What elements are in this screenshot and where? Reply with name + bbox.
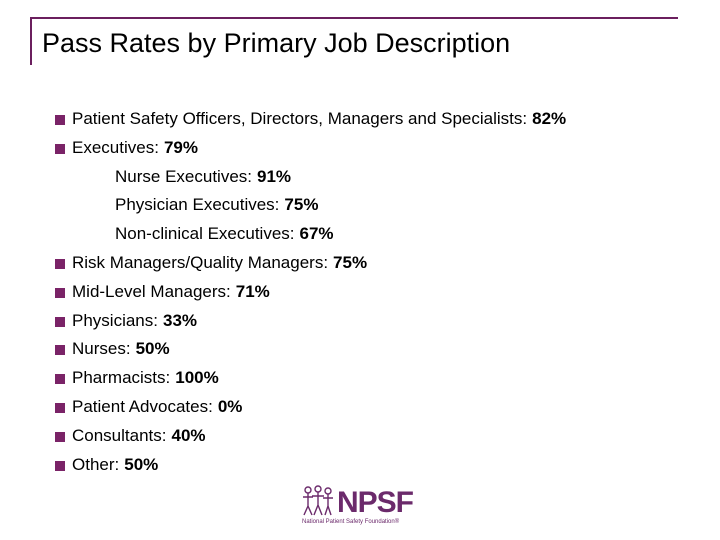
bullet	[55, 115, 65, 125]
item-label: Consultants:	[72, 425, 167, 445]
bullet	[55, 316, 65, 327]
bullet	[55, 345, 65, 356]
item-text: Pharmacists: 100%	[72, 364, 219, 393]
bullet-list: Patient Safety Officers, Directors, Mana…	[0, 105, 720, 479]
item-value: 79%	[163, 137, 198, 157]
list-item: Physicians: 33%	[0, 307, 720, 336]
item-label: Patient Safety Officers, Directors, Mana…	[72, 109, 528, 128]
top-rule	[30, 17, 678, 19]
list-item: Other: 50%	[0, 451, 720, 480]
bullet	[55, 287, 65, 298]
item-value: 82%	[532, 109, 567, 128]
item-value: 91%	[257, 166, 292, 186]
item-label: Pharmacists:	[72, 368, 171, 388]
item-text: Physicians: 33%	[72, 307, 197, 336]
list-item: Pharmacists: 100%	[0, 364, 720, 393]
item-text: Nurses: 50%	[72, 335, 170, 364]
item-text: Risk Managers/Quality Managers: 75%	[72, 249, 367, 278]
item-label: Nurse Executives:	[115, 166, 252, 186]
item-text: Non-clinical Executives: 67%	[115, 220, 334, 249]
logo-tagline: National Patient Safety Foundation®	[302, 519, 400, 525]
item-value: 33%	[162, 310, 198, 330]
item-label: Non-clinical Executives:	[115, 224, 295, 244]
item-value: 75%	[333, 252, 368, 272]
list-item: Nurses: 50%	[0, 335, 720, 364]
item-value: 40%	[171, 425, 206, 445]
item-value: 50%	[124, 454, 159, 474]
item-text: Nurse Executives: 91%	[115, 163, 291, 192]
list-item: Consultants: 40%	[0, 422, 720, 451]
list-item: Patient Safety Officers, Directors, Mana…	[0, 105, 720, 134]
item-text: Patient Safety Officers, Directors, Mana…	[72, 105, 566, 134]
item-value: 100%	[175, 368, 219, 388]
list-item: Executives: 79%	[0, 134, 720, 163]
slide-title: Pass Rates by Primary Job Description	[42, 28, 511, 58]
bullet	[55, 374, 65, 385]
bullet	[55, 258, 65, 269]
sub-item: Nurse Executives: 91%	[0, 163, 720, 192]
item-label: Executives:	[72, 137, 159, 157]
item-value: 75%	[284, 195, 319, 215]
item-text: Physician Executives: 75%	[115, 191, 318, 220]
item-text: Consultants: 40%	[72, 422, 206, 451]
sub-item: Physician Executives: 75%	[0, 191, 720, 220]
bullet	[55, 431, 65, 442]
bullet	[55, 402, 65, 413]
item-label: Physician Executives:	[115, 195, 280, 215]
item-label: Risk Managers/Quality Managers:	[72, 252, 329, 272]
item-text: Mid-Level Managers: 71%	[72, 278, 270, 307]
item-label: Nurses:	[72, 339, 131, 359]
list-item: Patient Advocates: 0%	[0, 393, 720, 422]
logo: NPSF National Patient Safety Foundation®	[300, 484, 420, 530]
logo-name: NPSF	[337, 486, 414, 519]
item-text: Patient Advocates: 0%	[72, 393, 242, 422]
item-label: Physicians:	[72, 310, 158, 330]
list-item: Mid-Level Managers: 71%	[0, 278, 720, 307]
logo-figures	[303, 485, 333, 516]
item-value: 0%	[217, 396, 243, 416]
left-rule	[30, 17, 32, 65]
item-value: 67%	[299, 224, 334, 244]
item-value: 50%	[135, 339, 170, 359]
item-label: Mid-Level Managers:	[72, 281, 231, 301]
list-item: Risk Managers/Quality Managers: 75%	[0, 249, 720, 278]
sub-item: Non-clinical Executives: 67%	[0, 220, 720, 249]
item-value: 71%	[235, 281, 270, 301]
item-label: Patient Advocates:	[72, 396, 213, 416]
bullet	[55, 143, 65, 154]
bullet	[55, 460, 65, 471]
item-text: Other: 50%	[72, 451, 158, 480]
item-text: Executives: 79%	[72, 134, 198, 163]
item-label: Other:	[72, 454, 120, 474]
